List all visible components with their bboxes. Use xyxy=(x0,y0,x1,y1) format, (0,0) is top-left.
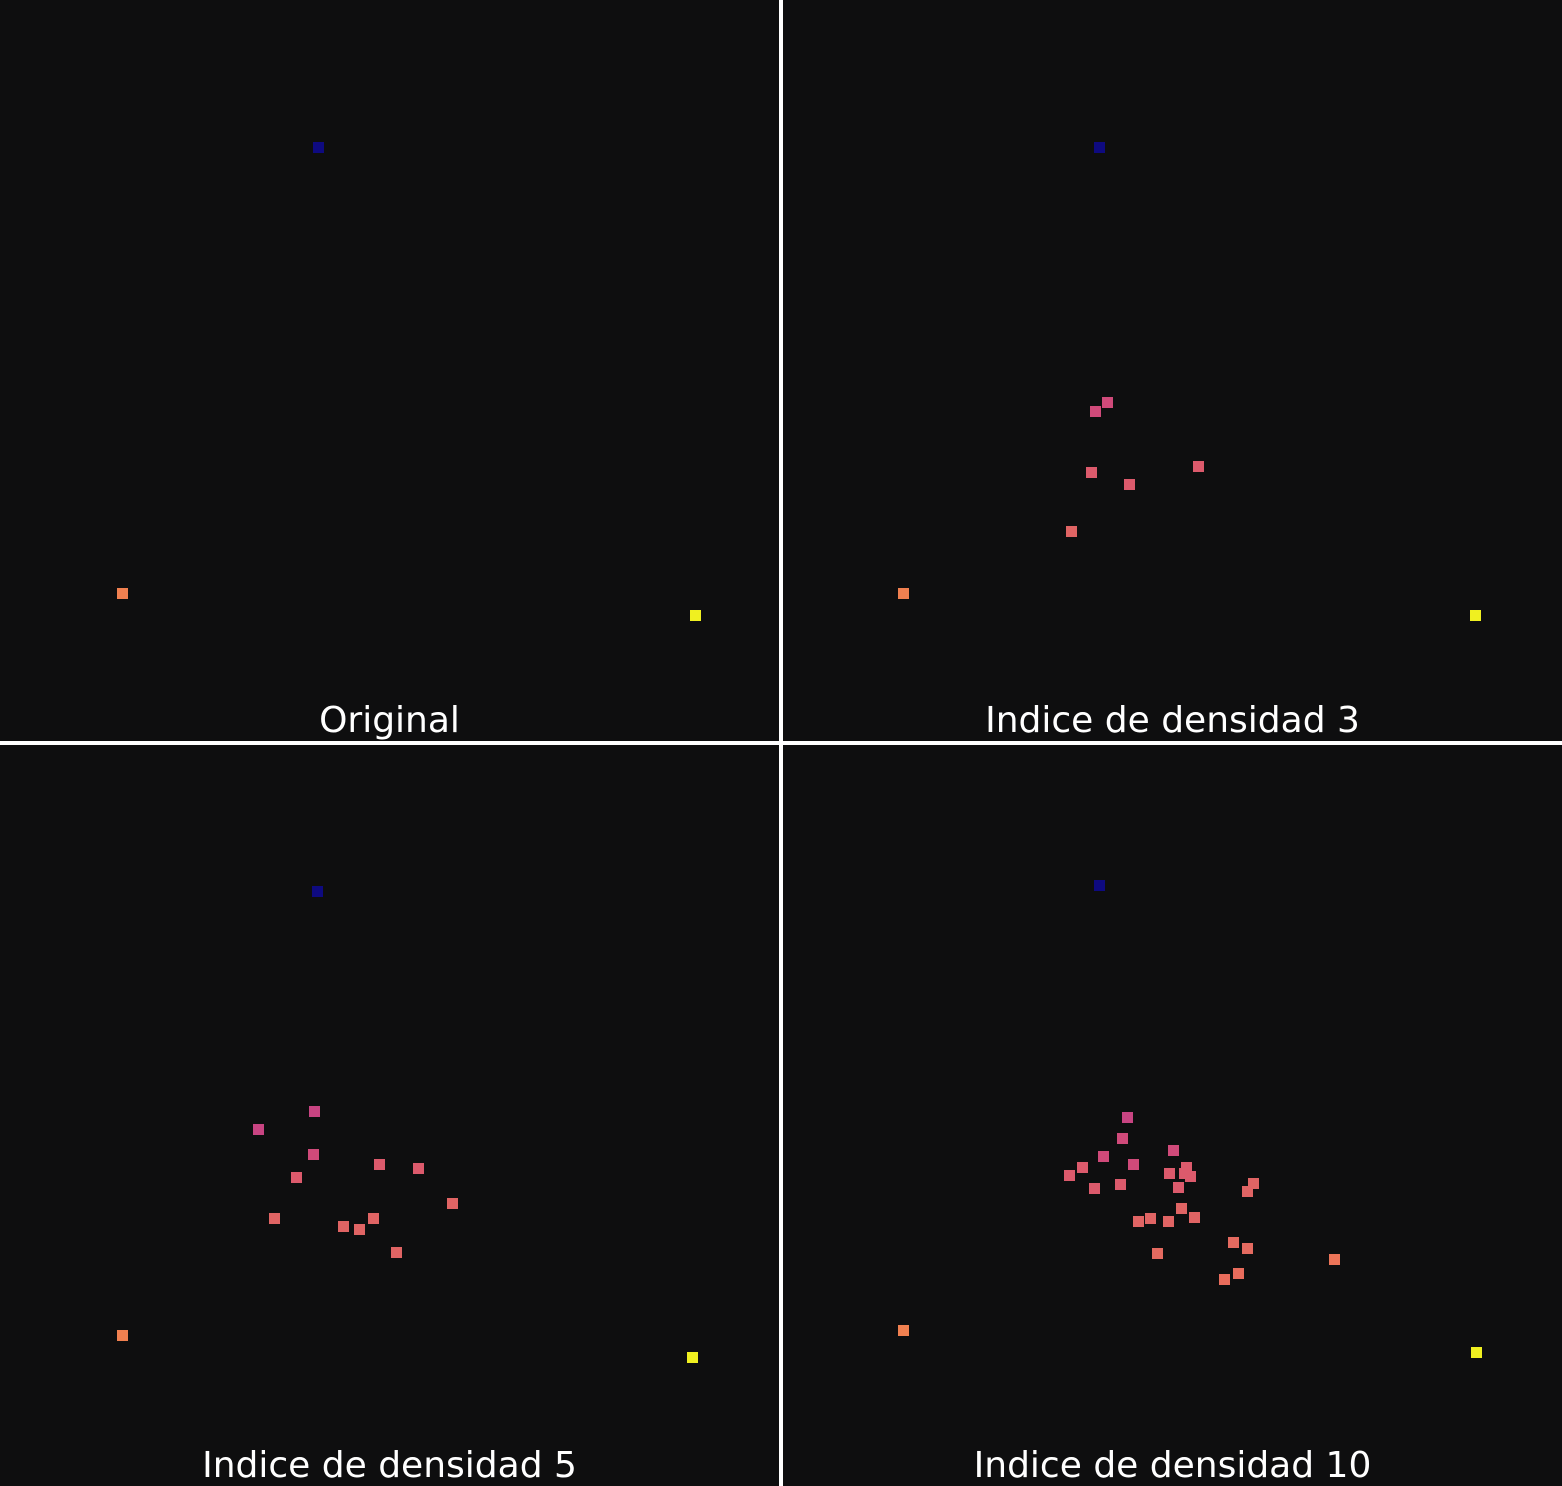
data-point xyxy=(1189,1212,1200,1223)
data-point xyxy=(690,610,701,621)
data-point xyxy=(1115,1179,1126,1190)
data-point xyxy=(898,1325,909,1336)
data-point xyxy=(1145,1213,1156,1224)
data-point xyxy=(413,1163,424,1174)
data-point xyxy=(1152,1248,1163,1259)
data-point xyxy=(1179,1168,1190,1179)
data-point xyxy=(1128,1159,1139,1170)
data-point xyxy=(898,588,909,599)
data-point xyxy=(1168,1145,1179,1156)
data-point xyxy=(1233,1268,1244,1279)
data-point xyxy=(1176,1203,1187,1214)
data-point xyxy=(1471,1347,1482,1358)
data-point xyxy=(269,1213,280,1224)
data-point xyxy=(291,1172,302,1183)
data-point xyxy=(313,142,324,153)
data-point xyxy=(1077,1162,1088,1173)
panel-density-10: Indice de densidad 10 xyxy=(783,745,1562,1486)
data-point xyxy=(1086,467,1097,478)
panel-caption: Indice de densidad 10 xyxy=(973,1445,1372,1486)
data-point xyxy=(368,1213,379,1224)
data-point xyxy=(312,886,323,897)
data-point xyxy=(1122,1112,1133,1123)
panel-original: Original xyxy=(0,0,779,741)
data-point xyxy=(117,588,128,599)
data-point xyxy=(1242,1186,1253,1197)
data-point xyxy=(1173,1182,1184,1193)
data-point xyxy=(338,1221,349,1232)
data-point xyxy=(354,1224,365,1235)
data-point xyxy=(1094,880,1105,891)
data-point xyxy=(1064,1170,1075,1181)
data-point xyxy=(374,1159,385,1170)
data-point xyxy=(308,1149,319,1160)
data-point xyxy=(1098,1151,1109,1162)
data-point xyxy=(1089,1183,1100,1194)
data-point xyxy=(687,1352,698,1363)
data-point xyxy=(1181,1162,1192,1173)
data-point xyxy=(309,1106,320,1117)
data-point xyxy=(1102,397,1113,408)
data-point xyxy=(1124,479,1135,490)
data-point xyxy=(447,1198,458,1209)
panel-caption: Original xyxy=(319,700,460,741)
data-point xyxy=(1117,1133,1128,1144)
data-point xyxy=(253,1124,264,1135)
data-point xyxy=(391,1247,402,1258)
data-point xyxy=(1164,1168,1175,1179)
panel-caption: Indice de densidad 5 xyxy=(202,1445,577,1486)
data-point xyxy=(117,1330,128,1341)
panel-density-5: Indice de densidad 5 xyxy=(0,745,779,1486)
data-point xyxy=(1470,610,1481,621)
data-point xyxy=(1133,1216,1144,1227)
data-point xyxy=(1248,1178,1259,1189)
panel-density-3: Indice de densidad 3 xyxy=(783,0,1562,741)
data-point xyxy=(1163,1216,1174,1227)
data-point xyxy=(1090,406,1101,417)
panel-caption: Indice de densidad 3 xyxy=(985,700,1360,741)
data-point xyxy=(1242,1243,1253,1254)
data-point xyxy=(1094,142,1105,153)
data-point xyxy=(1193,461,1204,472)
data-point xyxy=(1228,1237,1239,1248)
data-point xyxy=(1185,1171,1196,1182)
data-point xyxy=(1219,1274,1230,1285)
data-point xyxy=(1066,526,1077,537)
data-point xyxy=(1329,1254,1340,1265)
